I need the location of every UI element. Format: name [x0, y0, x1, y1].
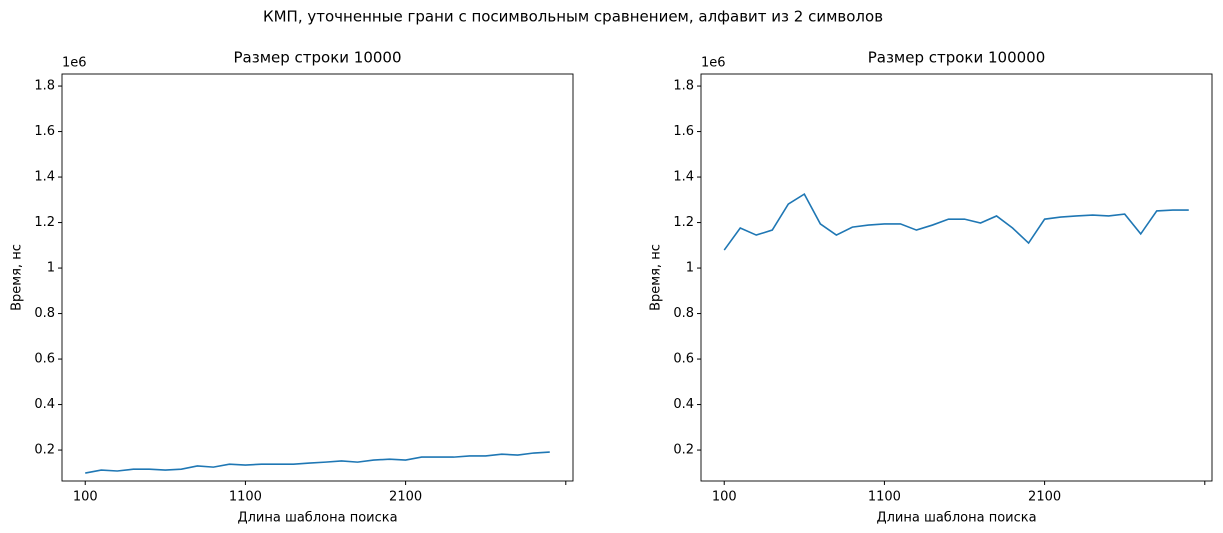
y-tick-label: 1.2 [673, 215, 694, 230]
y-tick-label: 0.8 [673, 306, 694, 321]
y-tick-label: 0.2 [673, 443, 694, 458]
x-tick-label: 100 [73, 490, 98, 505]
chart-title: Размер строки 10000 [233, 49, 401, 67]
y-tick-label: 0.6 [673, 352, 694, 367]
y-axis-label: Время, нс [649, 244, 664, 311]
y-tick-label: 1.6 [34, 124, 55, 139]
y-tick-label: 1 [686, 261, 694, 276]
y-tick-label: 1.6 [673, 124, 694, 139]
figure-title: КМП, уточненные грани с посимвольным сра… [263, 8, 883, 26]
line-series [85, 451, 550, 474]
y-tick-label: 0.8 [34, 306, 55, 321]
y-tick-label: 1.8 [34, 79, 55, 94]
y-tick-label: 1.4 [34, 170, 55, 185]
x-axis-label: Длина шаблона поиска [237, 511, 397, 526]
y-tick-label: 1 [47, 261, 55, 276]
x-tick-label: 1100 [868, 490, 901, 505]
y-tick-label: 1.8 [673, 79, 694, 94]
y-axis-label: Время, нс [10, 244, 25, 311]
x-tick-label: 2100 [1028, 490, 1061, 505]
line-series [723, 192, 1189, 251]
y-tick-label: 0.2 [34, 443, 55, 458]
x-axis-label: Длина шаблона поиска [876, 511, 1036, 526]
chart-title: Размер строки 100000 [868, 49, 1046, 67]
x-tick-label: 100 [712, 490, 737, 505]
axes-frame [61, 73, 574, 482]
y-tick-label: 0.6 [34, 352, 55, 367]
y-offset-label: 1e6 [62, 56, 87, 71]
y-tick-label: 1.2 [34, 215, 55, 230]
x-tick-label: 2100 [389, 490, 422, 505]
axes-frame [700, 73, 1213, 482]
y-tick-label: 0.4 [673, 397, 694, 412]
y-offset-label: 1e6 [701, 56, 726, 71]
y-tick-label: 1.4 [673, 170, 694, 185]
x-tick-label: 1100 [229, 490, 262, 505]
y-tick-label: 0.4 [34, 397, 55, 412]
